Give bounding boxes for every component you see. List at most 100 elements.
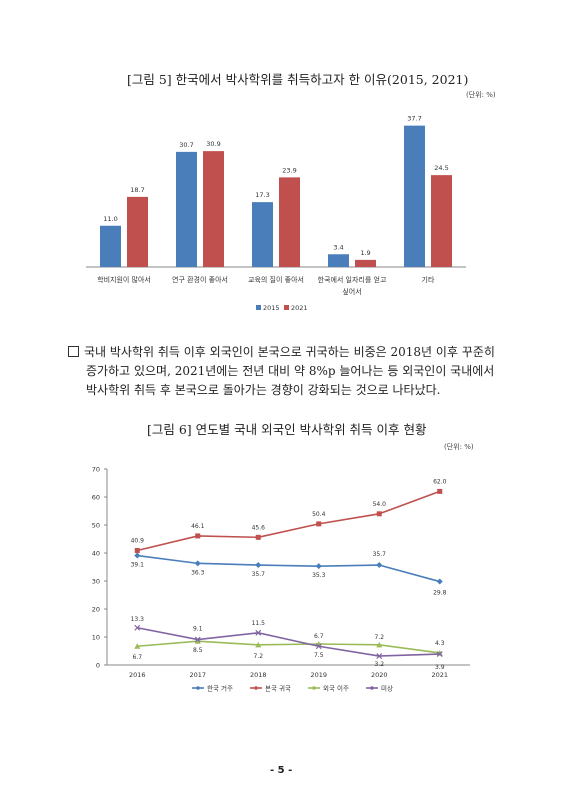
bar-2015-5 <box>404 125 425 267</box>
data-label: 6.7 <box>314 633 324 640</box>
figure-6-unit: (단위: %) <box>444 443 474 451</box>
bar-value-label: 30.7 <box>179 141 193 149</box>
bar-value-label: 1.9 <box>360 249 370 257</box>
data-label: 54.0 <box>373 501 387 508</box>
paragraph-line-2: 증가하고 있으며, 2021년에는 전년 대비 약 8%p 늘어나는 등 외국인… <box>68 362 508 381</box>
bar-2021-3 <box>279 177 300 267</box>
data-point <box>316 521 322 527</box>
y-tick-label: 60 <box>92 494 100 502</box>
legend-label-4: 미상 <box>381 684 393 693</box>
bar-2021-2 <box>203 151 224 267</box>
y-tick-label: 30 <box>92 578 100 586</box>
legend-swatch-2021 <box>284 305 289 310</box>
data-point <box>376 511 382 517</box>
data-point <box>315 563 322 570</box>
figure-5-unit: (단위: %) <box>466 91 496 99</box>
x-tick-label: 2019 <box>310 671 327 679</box>
data-point <box>195 533 201 539</box>
x-tick-label: 기타 <box>422 275 435 284</box>
bar-2015-1 <box>100 225 121 267</box>
data-label: 3.9 <box>435 664 445 671</box>
legend-label-3: 외국 이주 <box>323 684 349 693</box>
bar-2015-4 <box>328 254 349 267</box>
data-point <box>436 578 443 585</box>
bar-value-label: 17.3 <box>255 191 269 199</box>
legend-label-2021: 2021 <box>291 304 308 312</box>
legend-label-2: 본국 귀국 <box>265 684 291 693</box>
y-tick-label: 0 <box>96 662 100 670</box>
data-label: 36.3 <box>191 569 205 576</box>
data-label: 13.3 <box>131 616 145 623</box>
y-tick-label: 10 <box>92 634 100 642</box>
bar-value-label: 24.5 <box>434 164 448 172</box>
x-tick-label: 2020 <box>371 671 388 679</box>
figure-5-title: [그림 5] 한국에서 박사학위를 취득하고자 한 이유(2015, 2021) <box>127 72 469 87</box>
bar-2021-1 <box>127 196 148 267</box>
data-label: 29.8 <box>433 590 447 597</box>
paragraph-line-3: 박사학위 취득 후 본국으로 돌아가는 경향이 강화되는 것으로 나타났다. <box>68 381 508 400</box>
series-line-4 <box>137 626 440 657</box>
series-line-1 <box>137 554 440 583</box>
paragraph-text-3: 박사학위 취득 후 본국으로 돌아가는 경향이 강화되는 것으로 나타났다. <box>86 383 441 397</box>
data-label: 45.6 <box>252 524 266 531</box>
bar-value-label: 11.0 <box>103 215 117 223</box>
data-point <box>376 562 383 569</box>
data-label: 35.7 <box>373 551 387 558</box>
x-tick-label: 2018 <box>250 671 267 679</box>
data-point <box>134 643 141 649</box>
series-line-2 <box>137 490 441 552</box>
y-tick-label: 70 <box>92 466 100 474</box>
data-point <box>134 547 140 553</box>
checkbox-bullet-icon <box>68 346 79 357</box>
data-point <box>194 636 201 643</box>
legend-label-2015: 2015 <box>263 304 280 312</box>
data-point <box>255 534 261 540</box>
x-tick-label: 교육의 질이 좋아서 <box>248 275 304 284</box>
legend-marker-4 <box>370 686 374 690</box>
y-tick-label: 50 <box>92 522 100 530</box>
data-label: 40.9 <box>131 537 145 544</box>
data-label: 8.5 <box>193 647 203 654</box>
data-label: 39.1 <box>131 562 145 569</box>
data-point <box>194 560 201 567</box>
bar-2015-3 <box>252 202 273 267</box>
bar-2021-4 <box>355 259 376 267</box>
data-label: 50.4 <box>312 511 326 518</box>
legend-marker-1 <box>196 686 200 690</box>
data-point <box>255 562 262 569</box>
bar-2021-5 <box>431 175 452 267</box>
data-label: 6.7 <box>132 654 142 661</box>
data-point <box>437 488 443 494</box>
y-tick-label: 20 <box>92 606 100 614</box>
data-point <box>376 641 383 648</box>
data-point <box>436 651 443 658</box>
x-tick-label: 학비지원이 많아서 <box>97 275 151 284</box>
data-label: 11.5 <box>252 620 266 627</box>
figure-6-title: [그림 6] 연도별 국내 외국인 박사학위 취득 이후 현황 <box>147 422 427 437</box>
data-point <box>315 643 322 650</box>
data-label: 4.3 <box>435 640 445 647</box>
bar-value-label: 30.9 <box>206 140 220 148</box>
legend-marker-2 <box>254 686 258 690</box>
x-tick-label: 2017 <box>189 671 206 679</box>
data-label: 46.1 <box>191 523 205 530</box>
series-line-3 <box>137 640 440 654</box>
data-label: 7.2 <box>253 653 263 660</box>
data-point <box>134 624 141 631</box>
x-tick-label: 한국에서 일자리를 얻고 싶어서 <box>318 275 387 296</box>
data-point <box>376 653 383 659</box>
bar-value-label: 18.7 <box>130 186 144 194</box>
bar-value-label: 23.9 <box>282 166 296 174</box>
data-label: 62.0 <box>433 478 447 485</box>
data-point <box>255 629 262 636</box>
data-label: 3.2 <box>374 661 384 668</box>
paragraph-text-2: 증가하고 있으며, 2021년에는 전년 대비 약 8%p 늘어나는 등 외국인… <box>86 364 495 378</box>
data-point <box>255 641 262 648</box>
x-tick-label: 2016 <box>129 671 146 679</box>
x-tick-label: 연구 환경이 좋아서 <box>172 275 228 284</box>
data-label: 35.3 <box>312 572 326 579</box>
x-tick-label: 2021 <box>431 671 448 679</box>
y-tick-label: 40 <box>92 550 100 558</box>
data-label: 7.5 <box>314 652 324 659</box>
data-point <box>134 552 141 559</box>
